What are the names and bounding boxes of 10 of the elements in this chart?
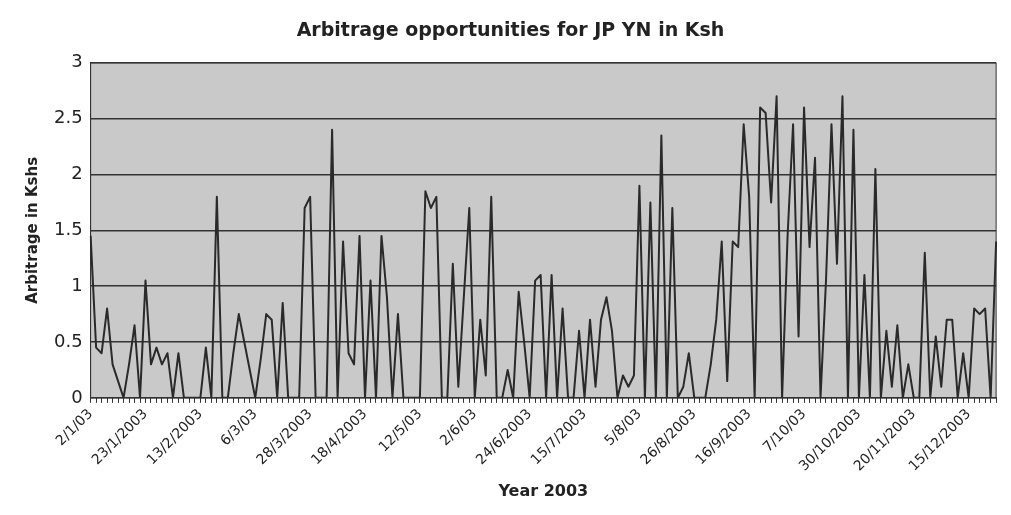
x-axis-title: Year 2003 <box>497 480 589 500</box>
y-axis-title: Arbitrage in Kshs <box>22 156 41 304</box>
y-tick-label: 2 <box>71 162 83 184</box>
y-tick-label: 3 <box>71 50 83 72</box>
y-tick-label: 1 <box>71 273 83 295</box>
y-tick-label: 1.5 <box>53 218 83 239</box>
y-tick-label: 2.5 <box>53 106 83 128</box>
y-tick-label: 0 <box>71 385 83 407</box>
chart-title: Arbitrage opportunities for JP YN in Ksh <box>296 18 725 41</box>
y-tick-label: 0.5 <box>53 329 83 351</box>
